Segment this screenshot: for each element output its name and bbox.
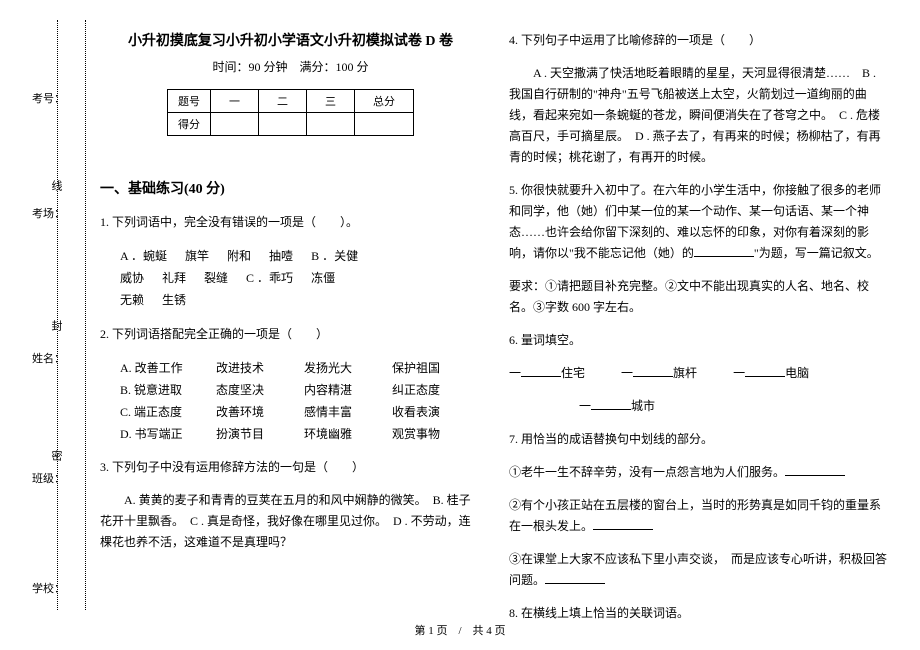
- td-score-label: 得分: [168, 113, 211, 136]
- opt: B. 锐意进取: [120, 379, 198, 401]
- q2-stem: 2. 下列词语搭配完全正确的一项是（ ）: [100, 324, 481, 345]
- td-blank: [211, 113, 259, 136]
- q7-i2-text: ②有个小孩正站在五层楼的窗台上，当时的形势真是如同千钧的重量系在一根头发上。: [509, 498, 881, 533]
- binding-dotted-line: [57, 20, 58, 610]
- q6-c: 电脑: [785, 366, 809, 380]
- opt: 纠正态度: [392, 379, 440, 401]
- q1-options: A ．蜿蜒 旗竿 附和 抽噎 B ．关健 威协 礼拜 裂缝 C ．乖巧 冻僵 无…: [100, 245, 481, 312]
- blank: [521, 365, 561, 377]
- q2-options: A. 改善工作 改进技术 发扬光大 保护祖国 B. 锐意进取 态度坚决 内容精湛…: [100, 357, 481, 446]
- opt: B ．关健: [311, 245, 358, 267]
- q4-para: A . 天空撒满了快活地眨着眼睛的星星，天河显得很清楚…… B . 我国自行研制…: [509, 63, 890, 168]
- q7-i1-text: ①老牛一生不辞辛劳，没有一点怨言地为人们服务。: [509, 465, 785, 479]
- column-left: 小升初摸底复习小升初小学语文小升初模拟试卷 D 卷 时间：90 分钟 满分：10…: [100, 30, 481, 610]
- q6-line1: 一住宅 一旗杆 一电脑: [509, 363, 890, 384]
- td-blank: [355, 113, 414, 136]
- binding-label-room: 考场：: [32, 205, 65, 221]
- column-right: 4. 下列句子中运用了比喻修辞的一项是（ ） A . 天空撒满了快活地眨着眼睛的…: [509, 30, 890, 610]
- opt: 内容精湛: [304, 379, 374, 401]
- score-table: 题号 一 二 三 总分 得分: [167, 89, 414, 136]
- blank: [593, 518, 653, 530]
- q5-req: 要求：①请把题目补充完整。②文中不能出现真实的人名、地名、校名。③字数 600 …: [509, 276, 890, 318]
- td-blank: [307, 113, 355, 136]
- opt: 旗竿: [185, 245, 209, 267]
- q6-stem: 6. 量词填空。: [509, 330, 890, 351]
- opt: 收看表演: [392, 401, 440, 423]
- q7-i1: ①老牛一生不辞辛劳，没有一点怨言地为人们服务。: [509, 462, 890, 483]
- blank: [745, 365, 785, 377]
- page-footer: 第 1 页 / 共 4 页: [0, 622, 920, 638]
- opt: C. 端正态度: [120, 401, 198, 423]
- q8-stem: 8. 在横线上填上恰当的关联词语。: [509, 603, 890, 624]
- blank: [591, 398, 631, 410]
- binding-edge: 考号： 考场： 姓名： 班级： 学校： 线 封 密: [28, 20, 86, 610]
- opt: C ．乖巧: [246, 267, 293, 289]
- opt: 改进技术: [216, 357, 286, 379]
- opt: 扮演节目: [216, 423, 286, 445]
- blank: [694, 245, 754, 257]
- binding-tag-seal: 封: [48, 320, 64, 331]
- q6-b: 旗杆: [673, 366, 697, 380]
- blank: [545, 572, 605, 584]
- table-row: 题号 一 二 三 总分: [168, 90, 414, 113]
- binding-label-examno: 考号：: [32, 90, 65, 106]
- opt: 态度坚决: [216, 379, 286, 401]
- q7-i2: ②有个小孩正站在五层楼的窗台上，当时的形势真是如同千钧的重量系在一根头发上。: [509, 495, 890, 537]
- opt: 裂缝: [204, 267, 228, 289]
- page-content: 小升初摸底复习小升初小学语文小升初模拟试卷 D 卷 时间：90 分钟 满分：10…: [100, 30, 890, 610]
- q3-stem: 3. 下列句子中没有运用修辞方法的一句是（ ）: [100, 457, 481, 478]
- q1-stem: 1. 下列词语中，完全没有错误的一项是（ ）。: [100, 212, 481, 233]
- binding-label-class: 班级：: [32, 470, 65, 486]
- opt: A ．蜿蜒: [120, 245, 167, 267]
- opt: 礼拜: [162, 267, 186, 289]
- opt: 感情丰富: [304, 401, 374, 423]
- q7-stem: 7. 用恰当的成语替换句中划线的部分。: [509, 429, 890, 450]
- opt: 改善环境: [216, 401, 286, 423]
- th-total: 总分: [355, 90, 414, 113]
- q6-d: 城市: [631, 399, 655, 413]
- opt: A. 改善工作: [120, 357, 198, 379]
- section-heading-1: 一、基础练习(40 分): [100, 178, 481, 198]
- blank: [633, 365, 673, 377]
- q7-i3: ③在课堂上大家不应该私下里小声交谈， 而是应该专心听讲，积极回答问题。: [509, 549, 890, 591]
- opt: 威协: [120, 267, 144, 289]
- table-row: 得分: [168, 113, 414, 136]
- opt: 观赏事物: [392, 423, 440, 445]
- opt: 发扬光大: [304, 357, 374, 379]
- q6-line2: 一城市: [509, 396, 890, 417]
- binding-tag-secret: 密: [48, 450, 64, 461]
- th-3: 三: [307, 90, 355, 113]
- opt: 附和: [227, 245, 251, 267]
- opt: 无赖: [120, 289, 144, 311]
- th-no: 题号: [168, 90, 211, 113]
- opt: 环境幽雅: [304, 423, 374, 445]
- binding-label-school: 学校：: [32, 580, 65, 596]
- opt: 保护祖国: [392, 357, 440, 379]
- binding-label-name: 姓名：: [32, 350, 65, 366]
- q3-para: A. 黄黄的麦子和青青的豆荚在五月的和风中娴静的微笑。 B. 桂子花开十里飘香。…: [100, 490, 481, 553]
- q5-stem: 5. 你很快就要升入初中了。在六年的小学生活中，你接触了很多的老师和同学，他（她…: [509, 180, 890, 264]
- binding-tag-line: 线: [48, 180, 64, 191]
- blank: [785, 464, 845, 476]
- th-1: 一: [211, 90, 259, 113]
- td-blank: [259, 113, 307, 136]
- th-2: 二: [259, 90, 307, 113]
- q5-stem-b: "为题，写一篇记叙文。: [754, 246, 879, 260]
- q6-a: 住宅: [561, 366, 585, 380]
- opt: 冻僵: [311, 267, 335, 289]
- opt: 抽噎: [269, 245, 293, 267]
- opt: D. 书写端正: [120, 423, 198, 445]
- exam-subtitle: 时间：90 分钟 满分：100 分: [100, 58, 481, 75]
- exam-title: 小升初摸底复习小升初小学语文小升初模拟试卷 D 卷: [100, 30, 481, 50]
- q4-stem: 4. 下列句子中运用了比喻修辞的一项是（ ）: [509, 30, 890, 51]
- opt: 生锈: [162, 289, 186, 311]
